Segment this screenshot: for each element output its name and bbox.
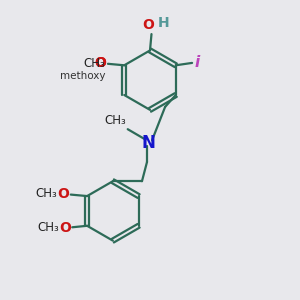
Text: O: O (94, 56, 106, 70)
Text: CH₃: CH₃ (37, 221, 59, 234)
Text: O: O (94, 56, 106, 70)
Text: CH₃: CH₃ (104, 114, 126, 127)
Text: CH₃: CH₃ (36, 188, 57, 200)
Text: methoxy: methoxy (60, 70, 106, 81)
Text: H: H (158, 16, 169, 30)
Text: O: O (59, 221, 71, 235)
Text: O: O (142, 18, 154, 32)
Text: CH₃: CH₃ (84, 57, 106, 70)
Text: N: N (142, 134, 155, 152)
Text: i: i (194, 55, 200, 70)
Text: O: O (57, 187, 69, 201)
